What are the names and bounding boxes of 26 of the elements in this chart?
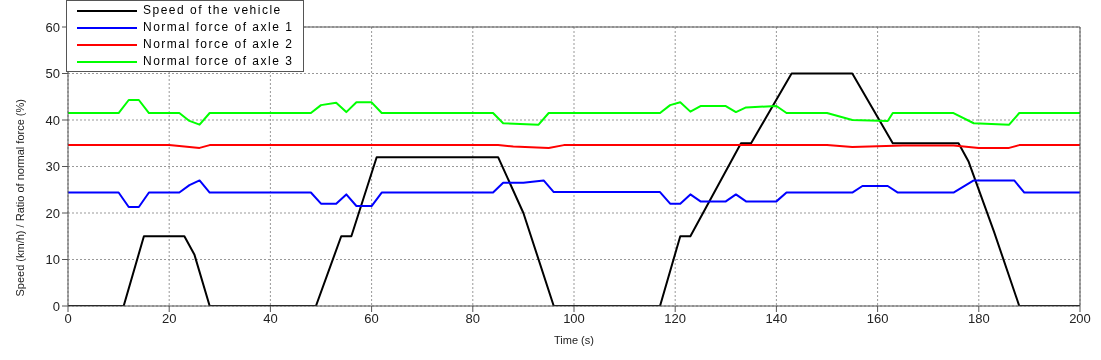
legend-label: Normal force of axle 3 xyxy=(143,53,294,70)
y-tick-label: 50 xyxy=(45,66,60,82)
x-tick-label: 180 xyxy=(967,311,990,327)
x-tick-label: 80 xyxy=(465,311,481,327)
y-tick-label: 40 xyxy=(45,112,60,128)
x-tick-label: 60 xyxy=(364,311,379,327)
line-series xyxy=(68,99,1080,126)
x-tick-label: 140 xyxy=(765,311,788,327)
legend-label: Speed of the vehicle xyxy=(143,2,282,19)
x-tick-label: 160 xyxy=(866,311,889,327)
y-tick-label: 60 xyxy=(45,19,60,35)
x-tick-label: 0 xyxy=(64,311,72,327)
x-tick-label: 120 xyxy=(664,311,687,327)
legend-label: Normal force of axle 1 xyxy=(143,19,294,36)
y-axis-title: Speed (km/h) / Ratio of normal force (%) xyxy=(13,99,26,297)
x-tick-label: 100 xyxy=(563,311,585,327)
x-tick-label: 200 xyxy=(1069,311,1091,327)
y-tick-label: 0 xyxy=(52,298,60,314)
line-series xyxy=(68,179,1080,208)
y-tick-label: 20 xyxy=(45,205,60,221)
x-tick-label: 20 xyxy=(161,311,177,327)
x-axis-title: Time (s) xyxy=(554,334,594,346)
y-tick-label: 10 xyxy=(45,252,60,268)
y-tick-label: 30 xyxy=(45,159,60,175)
legend-label: Normal force of axle 2 xyxy=(143,36,294,53)
x-tick-label: 40 xyxy=(263,311,278,327)
